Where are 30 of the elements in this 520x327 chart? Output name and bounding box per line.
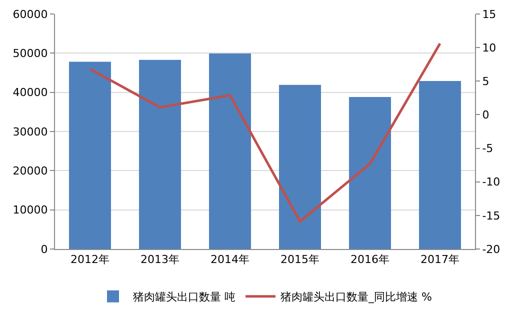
y-tick-label: 40000 — [12, 86, 48, 100]
x-tick-label: 2015年 — [280, 253, 320, 266]
bar — [349, 97, 391, 249]
x-tick-label: 2017年 — [420, 253, 460, 266]
y2-tick-label: -10 — [482, 176, 500, 189]
y-tick-label: 0 — [40, 242, 48, 256]
bar — [69, 62, 111, 249]
y2-tick-label: 5 — [482, 74, 490, 88]
y2-tick-label: 10 — [482, 41, 496, 54]
legend-label: 猪肉罐头出口数量 吨 — [133, 290, 236, 304]
y-tick-label: 50000 — [12, 47, 48, 60]
legend-label: 猪肉罐头出口数量_同比增速 % — [280, 290, 432, 304]
y2-tick-label: -5 — [482, 142, 494, 156]
y-tick-label: 10000 — [12, 204, 48, 217]
bar — [279, 84, 321, 249]
bar — [419, 80, 461, 249]
x-tick-label: 2014年 — [210, 253, 250, 266]
x-tick-label: 2013年 — [140, 253, 180, 266]
x-tick-label: 2016年 — [350, 253, 390, 266]
y-tick-label: 60000 — [12, 8, 48, 21]
y2-tick-label: -20 — [482, 242, 500, 256]
y-tick-label: 20000 — [12, 164, 48, 178]
bar — [139, 60, 181, 249]
line-series — [88, 42, 442, 223]
y2-tick-label: 0 — [482, 108, 490, 122]
y-tick-label: 30000 — [12, 125, 48, 138]
bar — [209, 54, 251, 249]
x-tick-label: 2012年 — [70, 253, 110, 266]
y2-tick-label: -15 — [482, 209, 500, 222]
y2-tick-label: 15 — [482, 8, 496, 21]
